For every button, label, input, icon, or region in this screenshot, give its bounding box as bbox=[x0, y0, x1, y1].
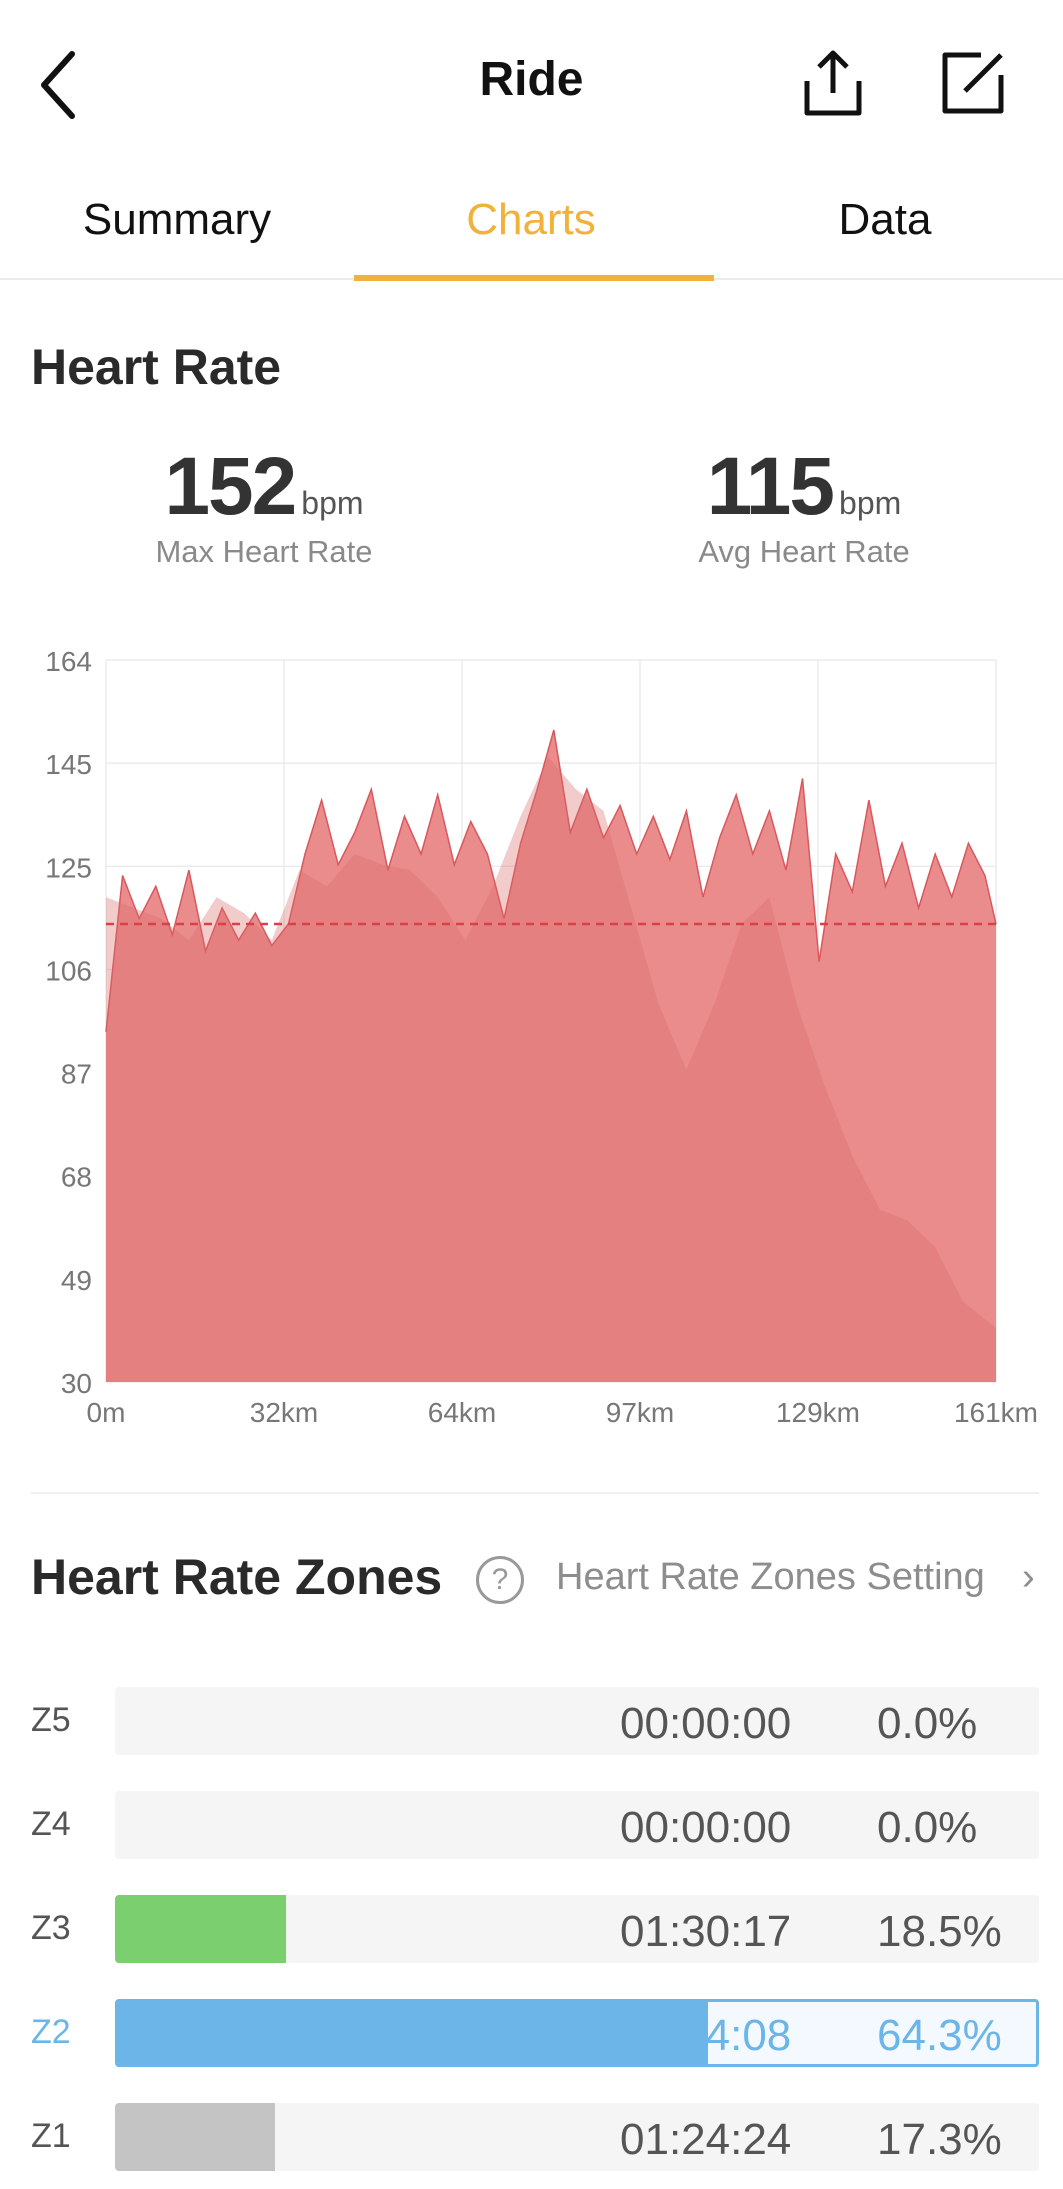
x-tick-label: 32km bbox=[250, 1397, 318, 1428]
top-bar: Ride bbox=[0, 0, 1063, 170]
zone-bar-fill bbox=[115, 2103, 275, 2171]
heart-rate-area bbox=[106, 730, 996, 1382]
tab-data[interactable]: Data bbox=[838, 195, 932, 244]
zone-bar-track bbox=[115, 1791, 1039, 1859]
y-tick-label: 125 bbox=[45, 852, 92, 883]
zone-label: Z2 bbox=[31, 2013, 71, 2051]
zone-row-z2[interactable]: Z2 05:14:08 64.3% bbox=[0, 1999, 1063, 2069]
page-title: Ride bbox=[479, 53, 584, 106]
zone-time: 05:14:08 bbox=[620, 2011, 792, 2060]
edit-button[interactable] bbox=[935, 45, 1011, 121]
heart-rate-zones-title: Heart Rate Zones bbox=[31, 1549, 443, 1605]
chevron-left-icon bbox=[41, 51, 75, 119]
back-button[interactable] bbox=[28, 45, 88, 125]
zone-bar-fill bbox=[118, 2002, 709, 2064]
y-tick-label: 106 bbox=[45, 955, 92, 986]
heart-rate-title: Heart Rate bbox=[31, 339, 282, 395]
share-button[interactable] bbox=[795, 45, 871, 121]
zone-row-z1[interactable]: Z1 01:24:24 17.3% bbox=[0, 2103, 1063, 2173]
y-tick-label: 87 bbox=[61, 1059, 92, 1090]
zone-bar-fill bbox=[115, 1895, 286, 1963]
zone-time: 01:24:24 bbox=[620, 2115, 792, 2164]
active-tab-indicator bbox=[354, 275, 714, 281]
max-heart-rate-label: Max Heart Rate bbox=[155, 534, 373, 569]
secondary-area bbox=[106, 757, 996, 1382]
zone-row-z3[interactable]: Z3 01:30:17 18.5% bbox=[0, 1895, 1063, 1965]
share-icon bbox=[804, 50, 862, 116]
tab-summary[interactable]: Summary bbox=[82, 195, 272, 244]
x-tick-label: 64km bbox=[428, 1397, 496, 1428]
x-tick-label: 129km bbox=[776, 1397, 860, 1428]
tab-bar: Summary Charts Data bbox=[0, 170, 1063, 281]
max-heart-rate-stat: 152 bpm Max Heart Rate bbox=[64, 440, 464, 570]
y-tick-label: 68 bbox=[61, 1162, 92, 1193]
avg-heart-rate-unit: bpm bbox=[839, 485, 902, 521]
y-tick-label: 164 bbox=[45, 646, 92, 677]
heart-rate-line bbox=[105, 729, 997, 1032]
zone-time: 00:00:00 bbox=[620, 1803, 792, 1852]
zone-bar-track bbox=[115, 2103, 1039, 2171]
zone-row-z5[interactable]: Z5 00:00:00 0.0% bbox=[0, 1687, 1063, 1757]
zone-label: Z4 bbox=[31, 1805, 71, 1843]
x-tick-label: 161km bbox=[954, 1397, 1038, 1428]
heart-rate-chart[interactable]: 164 145 125 106 87 68 49 30 0m 32km 64km 97km 129km 1… bbox=[0, 630, 1063, 1450]
zone-percent: 0.0% bbox=[877, 1699, 978, 1748]
zone-percent: 0.0% bbox=[877, 1803, 978, 1852]
y-tick-label: 30 bbox=[61, 1368, 92, 1399]
max-heart-rate-value: 152 bbox=[164, 441, 297, 532]
tab-charts[interactable]: Charts bbox=[466, 195, 596, 244]
help-icon[interactable]: ? bbox=[476, 1556, 524, 1604]
zone-row-z4[interactable]: Z4 00:00:00 0.0% bbox=[0, 1791, 1063, 1861]
chevron-right-icon[interactable]: › bbox=[1022, 1556, 1035, 1598]
zone-label: Z3 bbox=[31, 1909, 71, 1947]
zone-bar-track bbox=[115, 1895, 1039, 1963]
zone-percent: 18.5% bbox=[877, 1907, 1002, 1956]
zone-percent: 64.3% bbox=[877, 2011, 1002, 2060]
avg-heart-rate-value: 115 bbox=[706, 441, 835, 532]
zone-percent: 17.3% bbox=[877, 2115, 1002, 2164]
x-tick-label: 0m bbox=[87, 1397, 126, 1428]
max-heart-rate-unit: bpm bbox=[301, 485, 364, 521]
x-tick-label: 97km bbox=[606, 1397, 674, 1428]
zone-label: Z5 bbox=[31, 1701, 71, 1739]
y-tick-label: 49 bbox=[61, 1265, 92, 1296]
y-tick-label: 145 bbox=[45, 749, 92, 780]
edit-icon bbox=[942, 52, 1004, 114]
zone-bar-track bbox=[115, 1999, 1039, 2067]
heart-rate-zones-setting-link[interactable]: Heart Rate Zones Setting bbox=[556, 1556, 985, 1598]
zone-time: 01:30:17 bbox=[620, 1907, 792, 1956]
zone-label: Z1 bbox=[31, 2117, 71, 2155]
avg-heart-rate-stat: 115 bpm Avg Heart Rate bbox=[604, 440, 1004, 570]
zone-time: 00:00:00 bbox=[620, 1699, 792, 1748]
section-divider bbox=[31, 1492, 1039, 1494]
zone-bar-track bbox=[115, 1687, 1039, 1755]
avg-heart-rate-label: Avg Heart Rate bbox=[698, 534, 910, 569]
